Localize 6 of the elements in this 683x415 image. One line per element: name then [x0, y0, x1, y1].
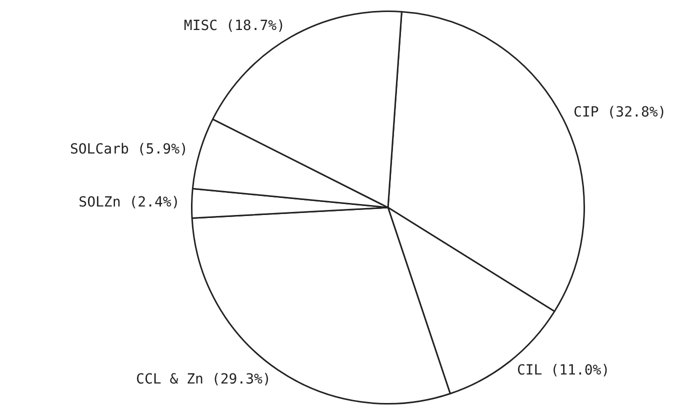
slice-label: CCL & Zn (29.3%) [136, 371, 271, 388]
slice-label: CIP (32.8%) [574, 104, 666, 121]
slice-label: MISC (18.7%) [184, 18, 286, 34]
slice-label: SOLCarb (5.9%) [70, 141, 188, 158]
slice-label: CIL (11.0%) [516, 362, 610, 379]
slice-label: SOLZn (2.4%) [78, 194, 180, 211]
